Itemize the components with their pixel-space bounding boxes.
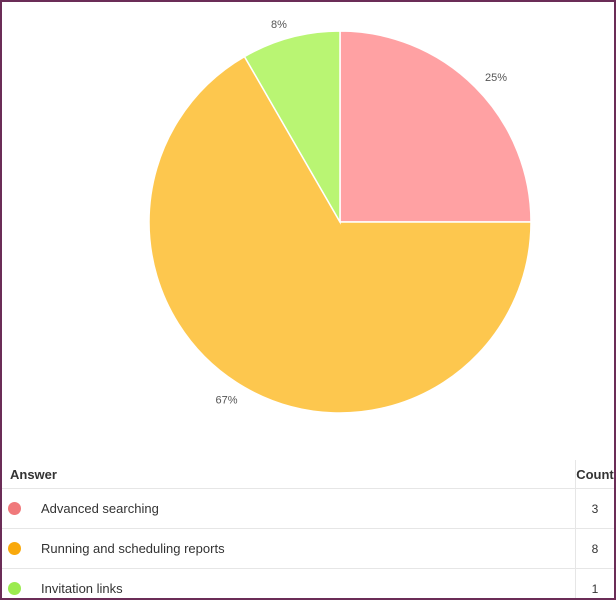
pie-percent-label: 67% <box>215 395 237 407</box>
answer-label: Invitation links <box>41 581 123 596</box>
table-row: Advanced searching 3 <box>2 488 614 529</box>
pie-labels: 25% 67% 8% <box>215 19 507 407</box>
pie-chart: 25% 67% 8% <box>148 19 532 414</box>
count-value: 8 <box>575 528 614 569</box>
pie-slice <box>339 30 532 223</box>
table-row: Running and scheduling reports 8 <box>2 528 614 569</box>
pie-percent-label: 25% <box>485 72 507 84</box>
legend-dot-advanced-searching <box>8 502 21 515</box>
table-header-row: Answer Count <box>2 460 614 489</box>
answers-table: Answer Count Advanced searching 3 Ru <box>2 460 614 598</box>
pie-percent-label: 8% <box>271 19 287 31</box>
pie-slice <box>243 30 341 225</box>
pie-slice <box>148 55 532 414</box>
answer-label: Advanced searching <box>41 501 159 516</box>
count-column-header: Count <box>575 460 614 489</box>
count-value: 3 <box>575 488 614 529</box>
legend-dot-invitation-links <box>8 582 21 595</box>
pie-slices <box>148 30 532 414</box>
legend-dot-running-reports <box>8 542 21 555</box>
table-row: Invitation links 1 <box>2 568 614 598</box>
answer-label: Running and scheduling reports <box>41 541 225 556</box>
count-value: 1 <box>575 568 614 598</box>
answer-column-header: Answer <box>2 460 576 489</box>
